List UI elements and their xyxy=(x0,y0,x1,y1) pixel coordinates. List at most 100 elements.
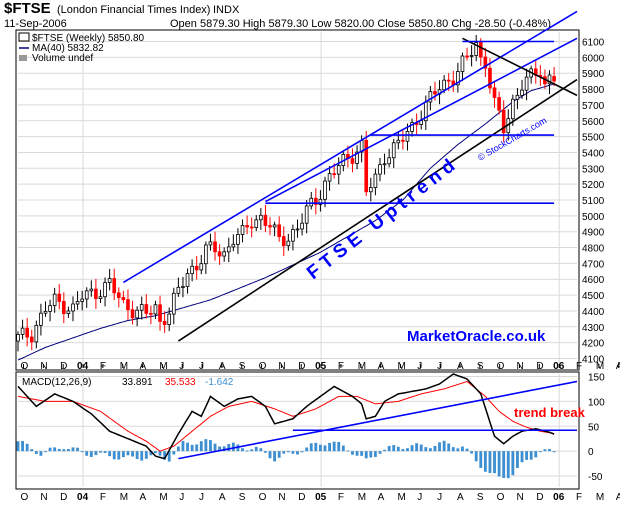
price-tick-label: 4900 xyxy=(582,228,605,239)
price-candle-body xyxy=(552,76,556,82)
upper-channel-trendline xyxy=(122,10,578,284)
macd-histogram-bar xyxy=(176,446,180,452)
macd-histogram-bar xyxy=(543,449,547,452)
macd-histogram-bar xyxy=(406,448,409,452)
price-x-tick-label: F xyxy=(576,361,582,372)
price-x-tick-label: O xyxy=(20,361,28,372)
price-x-tick-label: N xyxy=(278,361,285,372)
ma40-line xyxy=(17,83,555,361)
macd-histogram-bar xyxy=(346,450,350,452)
price-candle-body xyxy=(520,89,524,96)
macd-histogram-bar xyxy=(231,442,235,452)
macd-histogram-bar xyxy=(71,447,75,452)
price-tick-label: 5400 xyxy=(582,148,605,159)
macd-histogram-bar xyxy=(199,441,203,452)
chart-date: 11-Sep-2006 xyxy=(4,18,67,30)
macd-x-tick-label: M xyxy=(120,492,128,503)
macd-x-tick-label: D xyxy=(536,492,543,503)
macd-histogram-bar xyxy=(373,451,377,457)
signal-line xyxy=(17,380,555,452)
price-candle-body xyxy=(368,187,373,193)
price-candle-body xyxy=(396,139,401,144)
price-candle-body xyxy=(483,56,488,69)
macd-x-tick-label: N xyxy=(278,492,285,503)
macd-histogram-bar xyxy=(126,451,130,456)
macd-histogram-bar xyxy=(520,451,524,463)
price-candle-body xyxy=(29,336,34,343)
brand-annotation: MarketOracle.co.uk xyxy=(407,328,546,345)
price-x-tick-label: A xyxy=(140,361,147,372)
price-candle-body xyxy=(373,173,378,188)
macd-histogram-bar xyxy=(410,445,414,452)
macd-x-tick-label: N xyxy=(40,492,47,503)
price-candle-body xyxy=(442,79,446,91)
macd-histogram-bar xyxy=(483,451,487,472)
price-candle-body xyxy=(34,324,39,343)
macd-histogram-bar xyxy=(44,451,47,453)
macd-x-tick-label: F xyxy=(576,492,582,503)
price-candle-body xyxy=(135,309,139,319)
macd-histogram-bar xyxy=(195,444,199,452)
macd-x-tick-label: M xyxy=(397,492,405,503)
price-candle-body xyxy=(323,180,327,200)
price-tick-label: 5000 xyxy=(582,212,605,223)
macd-histogram-bar xyxy=(364,451,368,459)
price-candle-body xyxy=(286,240,291,247)
chart-exchange: INDX xyxy=(213,4,240,16)
price-candle-body xyxy=(144,304,149,314)
macd-x-tick-label: 06 xyxy=(553,492,565,503)
macd-histogram-bar xyxy=(332,441,336,452)
macd-histogram-bar xyxy=(428,448,432,452)
price-candle-body xyxy=(52,293,57,307)
chart-index-name: (London Financial Times Index) xyxy=(57,4,211,16)
price-candle-body xyxy=(149,312,153,315)
price-candle-body xyxy=(75,301,80,305)
macd-histogram-bar xyxy=(85,451,89,456)
macd-histogram-bar xyxy=(502,451,506,478)
macd-histogram-bar xyxy=(131,451,134,457)
macd-x-tick-label: S xyxy=(239,492,246,503)
macd-histogram-bar xyxy=(66,449,70,452)
price-candle-body xyxy=(272,224,277,228)
macd-histogram-bar xyxy=(433,445,437,452)
price-tick-label: 5600 xyxy=(582,117,605,128)
volume-legend-label: Volume undef xyxy=(32,53,93,64)
macd-tick-label: 50 xyxy=(588,422,600,433)
price-candle-body xyxy=(364,140,369,193)
price-candle-body xyxy=(318,198,323,205)
price-candle-body xyxy=(405,131,410,142)
macd-line xyxy=(17,373,555,460)
macd-histogram-bar xyxy=(534,451,538,458)
price-candle-body xyxy=(153,304,158,315)
price-legend: $FTSE (Weekly) 5850.80 MA(40) 5832.82 Vo… xyxy=(18,32,145,64)
macd-x-tick-label: O xyxy=(497,492,505,503)
macd-histogram-bar xyxy=(529,451,533,460)
price-candle-body xyxy=(116,292,121,298)
price-tick-label: 6000 xyxy=(582,53,605,64)
price-tick-label: 4100 xyxy=(582,354,605,365)
price-candle-body xyxy=(465,55,469,58)
price-candle-body xyxy=(281,236,286,247)
price-candle-body xyxy=(208,241,213,246)
price-candle-body xyxy=(226,246,231,253)
macd-histogram-bar xyxy=(424,447,428,452)
price-candle-body xyxy=(176,286,181,294)
macd-histogram-bar xyxy=(190,444,194,452)
price-tick-label: 4800 xyxy=(582,244,605,255)
price-candle-body xyxy=(332,173,336,176)
price-tick-label: 5100 xyxy=(582,196,605,207)
price-candle-body xyxy=(185,273,190,287)
price-x-tick-label: S xyxy=(477,361,484,372)
macd-histogram-bar xyxy=(218,446,222,452)
macd-histogram-bar xyxy=(387,445,391,452)
chart-symbol: $FTSE xyxy=(4,0,51,17)
price-candle-body xyxy=(277,224,281,237)
macd-histogram-bar xyxy=(456,448,460,452)
price-candle-body xyxy=(236,234,240,245)
macd-x-tick-label: J xyxy=(417,492,422,503)
price-x-tick-label: D xyxy=(536,361,543,372)
price-candle-body xyxy=(524,76,529,91)
macd-x-tick-label: D xyxy=(298,492,305,503)
macd-histogram-bar xyxy=(538,451,542,453)
price-candle-body xyxy=(98,296,103,300)
